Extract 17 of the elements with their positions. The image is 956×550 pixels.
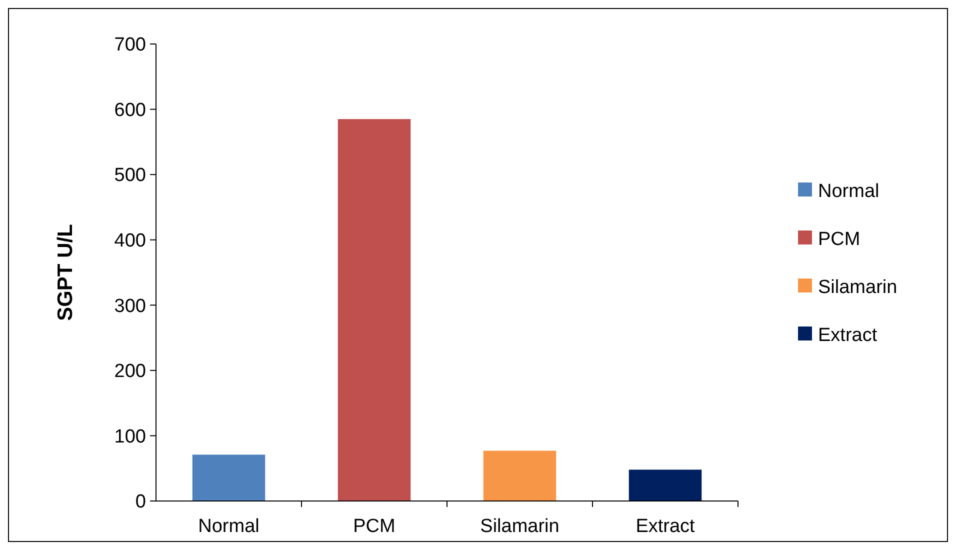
y-tick-label: 200 (114, 361, 146, 382)
legend-label: Normal (818, 181, 880, 202)
x-tick-label: Silamarin (480, 516, 560, 537)
x-tick-label: Normal (198, 516, 260, 537)
y-tick-label: 100 (114, 426, 146, 448)
y-tick-label: 700 (114, 34, 146, 56)
x-tick-label: Extract (636, 516, 696, 537)
x-tick-label: PCM (353, 516, 396, 537)
legend-label: Silamarin (818, 277, 898, 298)
y-tick-label: 500 (114, 165, 146, 186)
y-axis-title: SGPT U/L (54, 224, 77, 321)
y-tick-label: 300 (114, 296, 146, 317)
y-tick-label: 400 (114, 230, 146, 252)
legend-label: PCM (818, 229, 860, 250)
y-tick-label: 600 (114, 100, 146, 121)
legend-label: Extract (818, 325, 878, 346)
y-tick-label: 0 (135, 492, 146, 513)
